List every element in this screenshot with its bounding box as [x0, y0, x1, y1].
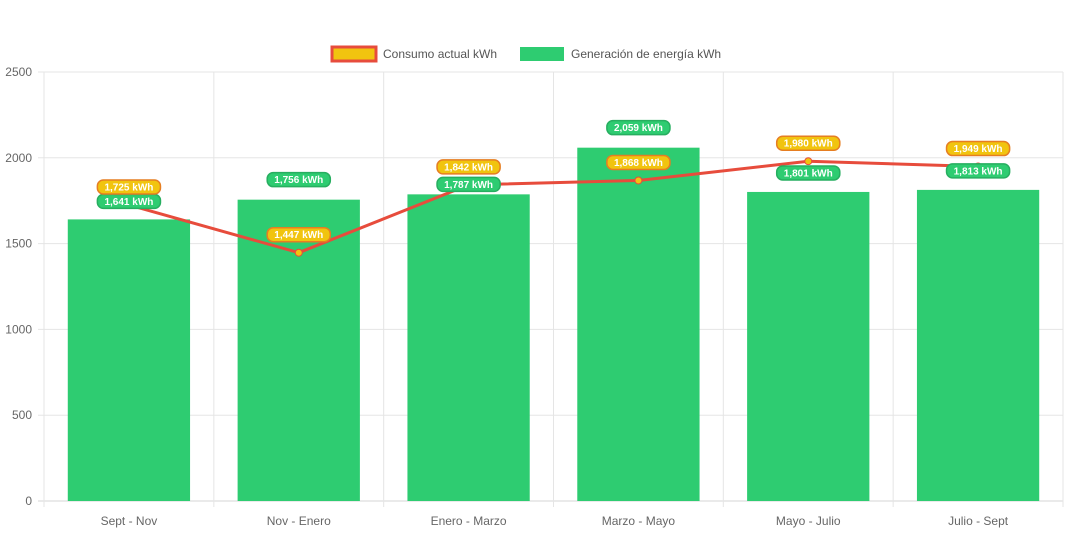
legend-swatch-generacion[interactable]	[520, 47, 564, 61]
data-label-consumo-text: 1,842 kWh	[444, 162, 493, 173]
x-tick-label: Mayo - Julio	[776, 514, 841, 528]
legend-label-generacion[interactable]: Generación de energía kWh	[571, 47, 721, 61]
gridlines	[38, 71, 1064, 507]
data-label-generacion-bg	[945, 163, 1011, 179]
bar-generacion[interactable]	[67, 219, 191, 501]
data-label-generacion: 2,059 kWh	[606, 119, 671, 136]
bar-series	[67, 147, 1040, 501]
data-label-generacion-text: 1,756 kWh	[274, 175, 323, 186]
data-label-consumo: 1,980 kWh	[775, 135, 841, 151]
data-label-generacion: 1,787 kWh	[436, 176, 501, 193]
data-label-generacion-bg	[436, 176, 501, 193]
bar-generacion[interactable]	[577, 147, 700, 501]
x-tick-label: Julio - Sept	[948, 514, 1009, 528]
data-label-consumo-text: 1,447 kWh	[274, 230, 323, 241]
data-label-generacion: 1,801 kWh	[775, 165, 841, 181]
data-label-consumo-text: 1,949 kWh	[954, 144, 1003, 155]
data-label-generacion-bg	[606, 119, 671, 136]
data-label-generacion-bg	[775, 165, 841, 181]
data-label-generacion-text: 1,801 kWh	[784, 168, 833, 179]
legend-swatch-consumo[interactable]	[330, 45, 378, 63]
y-tick-label: 2000	[5, 151, 32, 165]
data-label-consumo: 1,725 kWh	[96, 179, 162, 195]
data-label-generacion: 1,756 kWh	[266, 171, 332, 188]
data-label-consumo-bg	[606, 154, 671, 171]
data-label-consumo: 1,868 kWh	[606, 154, 671, 171]
y-tick-label: 0	[25, 494, 32, 508]
bar-generacion[interactable]	[237, 199, 360, 501]
data-label-consumo: 1,842 kWh	[436, 159, 501, 175]
bar-generacion[interactable]	[407, 194, 530, 501]
data-label-consumo: 1,949 kWh	[945, 140, 1011, 157]
data-label-generacion-text: 1,641 kWh	[104, 197, 153, 208]
data-label-generacion-bg	[266, 171, 332, 188]
data-label-generacion-text: 1,787 kWh	[444, 180, 493, 191]
data-label-consumo-text: 1,980 kWh	[784, 139, 833, 150]
data-label-generacion-text: 2,059 kWh	[614, 123, 663, 134]
data-label-consumo-bg	[775, 135, 841, 151]
line-consumo	[128, 159, 979, 255]
legend-label-consumo[interactable]: Consumo actual kWh	[383, 47, 497, 61]
point-consumo[interactable]	[294, 248, 303, 257]
legend[interactable]: Consumo actual kWh Generación de energía…	[330, 45, 721, 63]
data-labels: 1,641 kWh 1,756 kWh 1,787 kWh 2,059 kWh 1,80…	[96, 119, 1011, 243]
point-consumo[interactable]	[634, 176, 643, 185]
y-tick-label: 1000	[5, 322, 32, 336]
x-tick-label: Nov - Enero	[267, 514, 331, 528]
data-label-generacion: 1,813 kWh	[945, 163, 1011, 179]
data-label-generacion-text: 1,813 kWh	[954, 166, 1003, 177]
y-tick-label: 2500	[5, 65, 32, 79]
bar-generacion[interactable]	[747, 191, 870, 501]
data-label-consumo: 1,447 kWh	[266, 226, 332, 243]
data-label-consumo-text: 1,868 kWh	[614, 158, 663, 169]
data-label-consumo-bg	[266, 226, 332, 243]
x-tick-label: Enero - Marzo	[431, 514, 507, 528]
point-consumo[interactable]	[804, 157, 813, 166]
axes: 0 500 1000 1500 2000 2500 Sept - Nov Nov - Ener…	[5, 65, 1008, 528]
x-tick-label: Sept - Nov	[101, 514, 158, 528]
x-tick-label: Marzo - Mayo	[602, 514, 676, 528]
data-label-consumo-bg	[436, 159, 501, 175]
line-series	[124, 157, 983, 257]
data-label-consumo-text: 1,725 kWh	[104, 182, 153, 193]
data-label-consumo-bg	[96, 179, 162, 195]
y-tick-label: 500	[12, 408, 32, 422]
y-tick-label: 1500	[5, 237, 32, 251]
bar-generacion[interactable]	[916, 189, 1040, 501]
data-label-consumo-bg	[945, 140, 1011, 157]
data-label-generacion: 1,641 kWh	[96, 193, 162, 210]
